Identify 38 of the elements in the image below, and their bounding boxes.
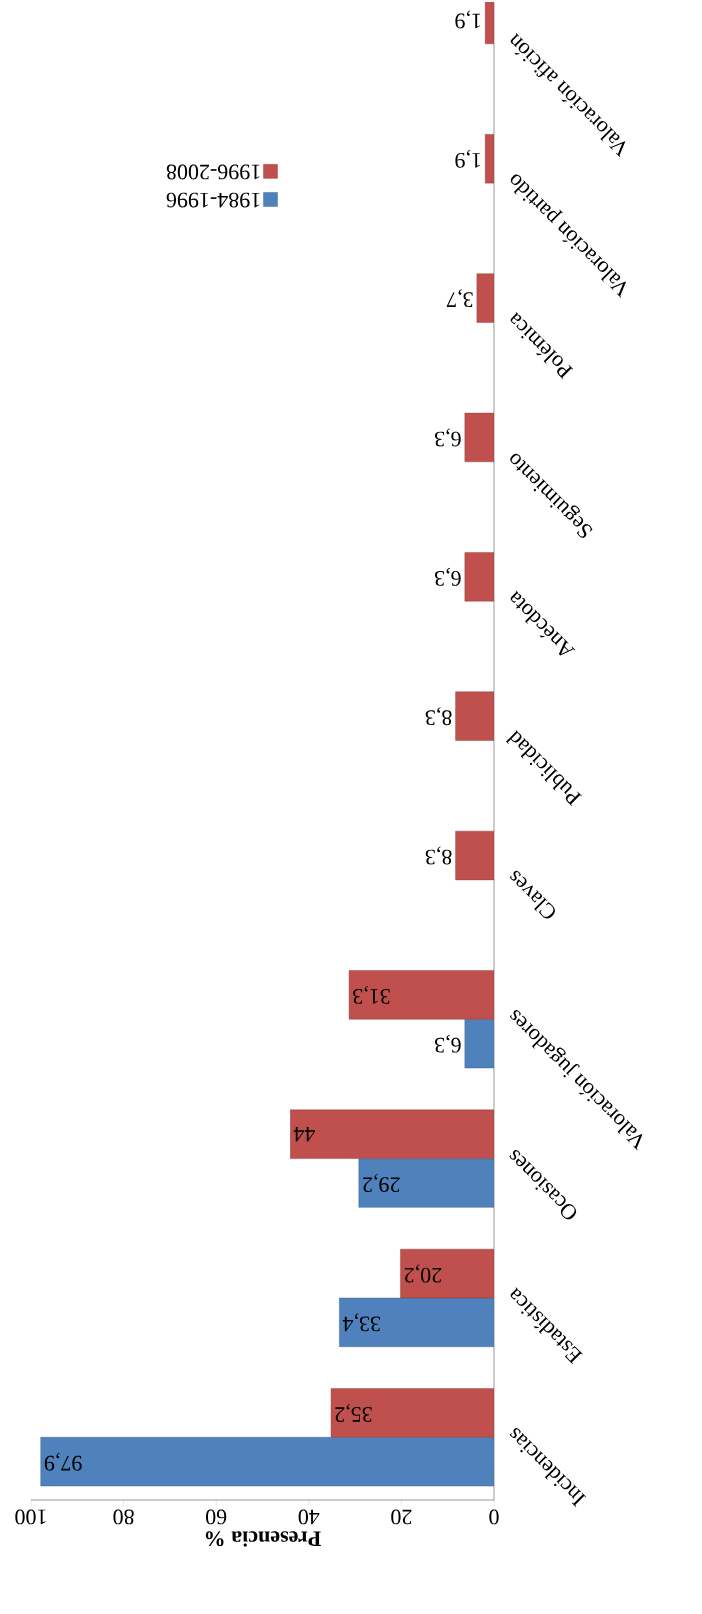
data-label: 8,3: [425, 846, 452, 865]
data-label: 97,9: [44, 1452, 82, 1471]
x-tick-label: 80: [113, 1509, 134, 1525]
data-label: 3,7: [446, 289, 473, 308]
x-tick-label: 0: [489, 1509, 499, 1525]
x-tick-label: 60: [206, 1509, 227, 1525]
bar: [476, 273, 494, 323]
bar: [358, 1158, 494, 1208]
data-label: 6,3: [434, 428, 461, 447]
bar: [464, 412, 494, 463]
data-label: 29,2: [363, 1174, 400, 1192]
data-label: 31,3: [353, 985, 390, 1004]
legend-label: 1984-1996: [166, 192, 260, 208]
data-label: 1,9: [455, 149, 481, 168]
bar: [348, 970, 494, 1020]
data-label: 33,4: [342, 1313, 381, 1332]
x-tick-label: 20: [391, 1509, 412, 1525]
bar: [330, 1388, 494, 1438]
data-label: 20,2: [404, 1264, 442, 1283]
x-axis-title: Presencia %: [205, 1531, 321, 1547]
data-label: 6,3: [434, 567, 461, 586]
bar: [485, 134, 494, 184]
data-label: 35,2: [335, 1403, 372, 1422]
data-label: 1,9: [455, 10, 481, 29]
bar: [455, 830, 494, 881]
data-label: 44: [293, 1126, 316, 1142]
x-tick-label: 40: [298, 1509, 320, 1525]
x-tick-label: 100: [15, 1509, 46, 1525]
bar: [455, 691, 494, 741]
legend-label: 1996-2008: [166, 164, 260, 180]
bar: [400, 1248, 494, 1299]
bar: [40, 1437, 494, 1487]
bar: [290, 1109, 494, 1159]
bar: [464, 552, 494, 602]
bar: [464, 1019, 494, 1069]
data-label: 6,3: [434, 1034, 461, 1053]
data-label: 8,3: [425, 707, 452, 726]
bar: [339, 1297, 494, 1347]
